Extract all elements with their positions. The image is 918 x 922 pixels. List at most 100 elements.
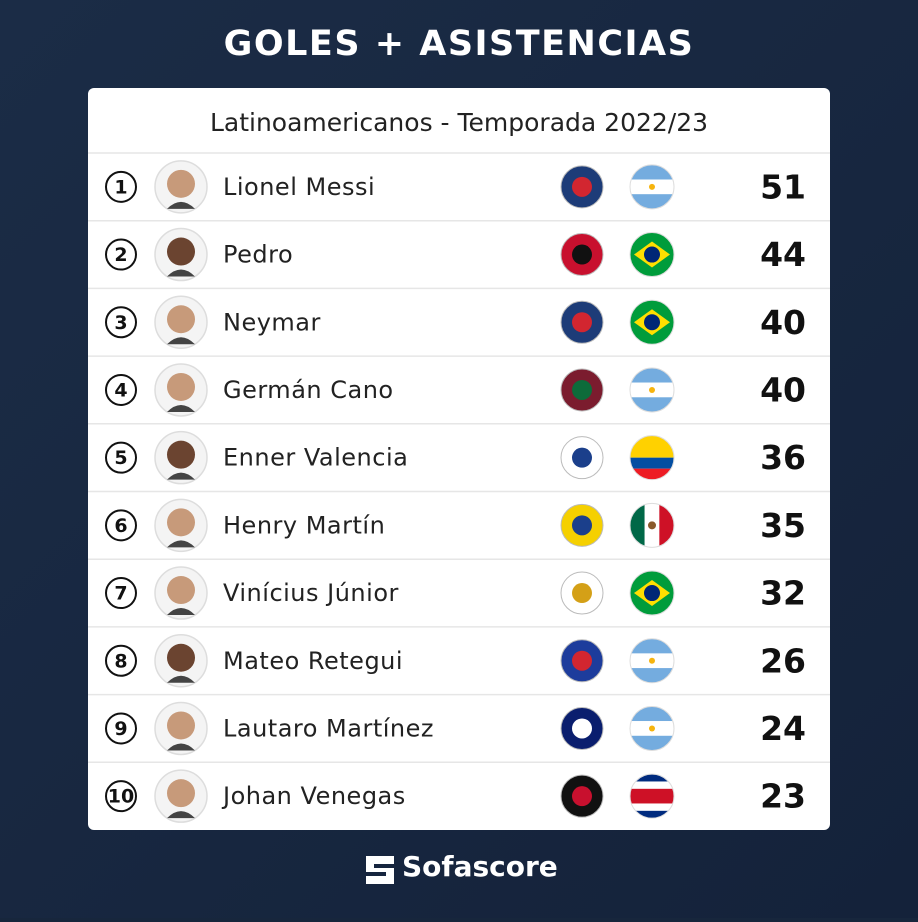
total: 36 xyxy=(760,438,806,477)
club-crest-inner xyxy=(572,176,592,197)
flag-stripe xyxy=(630,781,674,789)
flag-sun xyxy=(649,386,655,393)
flag-stripe xyxy=(630,457,674,469)
player-name: Vinícius Júnior xyxy=(223,579,399,607)
rank: 6 xyxy=(114,515,127,537)
rank-badge xyxy=(105,644,137,677)
flag-emblem xyxy=(648,521,656,530)
rank: 3 xyxy=(114,312,127,334)
avatar-body xyxy=(167,269,195,277)
club-crest-inner xyxy=(572,312,592,333)
player-name: Lautaro Martínez xyxy=(223,714,434,742)
avatar-head xyxy=(167,237,195,266)
flag-ring xyxy=(629,232,675,278)
rank-badge xyxy=(105,509,137,542)
avatar-body xyxy=(167,675,195,683)
club-crest-inner xyxy=(572,583,592,604)
rank: 7 xyxy=(114,583,127,605)
flag xyxy=(630,232,674,277)
flag-stripe xyxy=(630,503,645,548)
flag-stripe xyxy=(630,397,674,412)
flag xyxy=(630,435,674,480)
rank-badge xyxy=(105,238,137,271)
flag-ring xyxy=(629,502,675,548)
flag-ring xyxy=(629,638,675,684)
row: 2 Pedro 44 xyxy=(88,219,830,282)
player-name: Lionel Messi xyxy=(223,173,375,201)
total: 24 xyxy=(760,709,806,748)
avatar-head xyxy=(167,305,195,334)
player-name: Enner Valencia xyxy=(223,444,408,472)
avatar-body xyxy=(167,337,195,345)
rank: 9 xyxy=(114,718,127,740)
total: 51 xyxy=(760,167,806,206)
flag-ring xyxy=(629,164,675,210)
row: 10 Johan Venegas 23 xyxy=(88,761,830,823)
rank-badge xyxy=(105,712,137,745)
rank-badge xyxy=(105,373,137,406)
player-name: Neymar xyxy=(223,308,321,336)
player-name: Johan Venegas xyxy=(221,782,406,810)
flag-stripe xyxy=(630,810,674,819)
club-crest-inner xyxy=(572,786,592,807)
club-crest-inner xyxy=(572,515,592,536)
subtitle: Latinoamericanos - Temporada 2022/23 xyxy=(210,108,708,137)
flag xyxy=(630,638,674,683)
brand-logo: Sofascore xyxy=(366,850,558,884)
flag-sun xyxy=(649,725,655,732)
total: 23 xyxy=(760,777,806,816)
player-name: Germán Cano xyxy=(223,376,394,404)
flag-stripe xyxy=(630,803,674,811)
rank: 4 xyxy=(114,379,127,401)
flag-stripe xyxy=(630,735,674,751)
player-name: Mateo Retegui xyxy=(223,647,403,675)
flag xyxy=(630,367,674,412)
avatar-body xyxy=(167,201,195,209)
total: 40 xyxy=(760,370,806,409)
total: 32 xyxy=(760,574,806,613)
avatar-body xyxy=(167,472,195,480)
flag-globe xyxy=(644,585,660,602)
total: 44 xyxy=(760,235,806,274)
flag xyxy=(630,706,674,751)
avatar-head xyxy=(167,169,195,198)
flag-stripe xyxy=(659,503,674,548)
total: 26 xyxy=(760,641,806,680)
title: GOLES + ASISTENCIAS xyxy=(224,24,695,64)
rank-badge xyxy=(105,577,137,610)
club-crest-inner xyxy=(572,244,592,265)
flag-ring xyxy=(629,705,675,751)
flag-ring xyxy=(629,299,675,345)
flag xyxy=(630,571,674,616)
flag-stripe xyxy=(630,435,674,458)
rank-badge xyxy=(105,780,137,813)
avatar-head xyxy=(167,576,195,605)
flag-stripe xyxy=(630,638,674,654)
rank: 2 xyxy=(114,244,127,266)
row: 6 Henry Martín 35 xyxy=(88,490,830,553)
flag-stripe xyxy=(630,774,674,782)
player-name: Henry Martín xyxy=(223,511,385,539)
flag-ring xyxy=(629,367,675,413)
player-name: Pedro xyxy=(223,241,293,269)
rank: 1 xyxy=(114,176,127,198)
row: 9 Lautaro Martínez 24 xyxy=(88,693,830,756)
flag-ring xyxy=(629,570,675,616)
brand-name: Sofascore xyxy=(402,850,558,883)
avatar-head xyxy=(167,440,195,469)
avatar-head xyxy=(167,779,195,808)
flag xyxy=(630,300,674,345)
flag-globe xyxy=(644,246,660,263)
club-crest-inner xyxy=(572,650,592,671)
flag xyxy=(630,503,674,548)
avatar-body xyxy=(167,743,195,751)
avatar-body xyxy=(167,811,195,819)
flag xyxy=(630,774,674,819)
row: 8 Mateo Retegui 26 xyxy=(88,626,830,688)
row: 3 Neymar 40 xyxy=(88,287,830,349)
flag-sun xyxy=(649,183,655,190)
flag-stripe xyxy=(630,788,674,804)
rank: 8 xyxy=(114,650,127,672)
flag-sun xyxy=(649,657,655,664)
